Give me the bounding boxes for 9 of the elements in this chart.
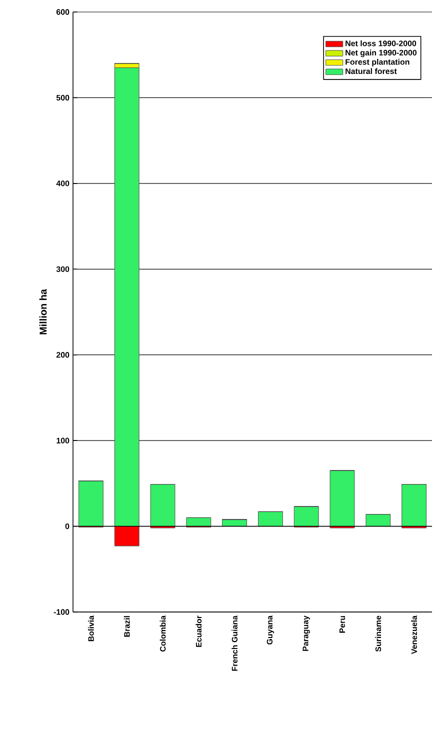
bar	[258, 511, 283, 527]
bar	[78, 480, 104, 527]
bar	[150, 484, 176, 527]
bar	[330, 470, 355, 527]
bar	[402, 484, 427, 527]
y-axis-title: Million ha	[39, 288, 47, 334]
bar	[294, 506, 319, 527]
bar	[186, 517, 212, 527]
bar	[366, 514, 391, 527]
